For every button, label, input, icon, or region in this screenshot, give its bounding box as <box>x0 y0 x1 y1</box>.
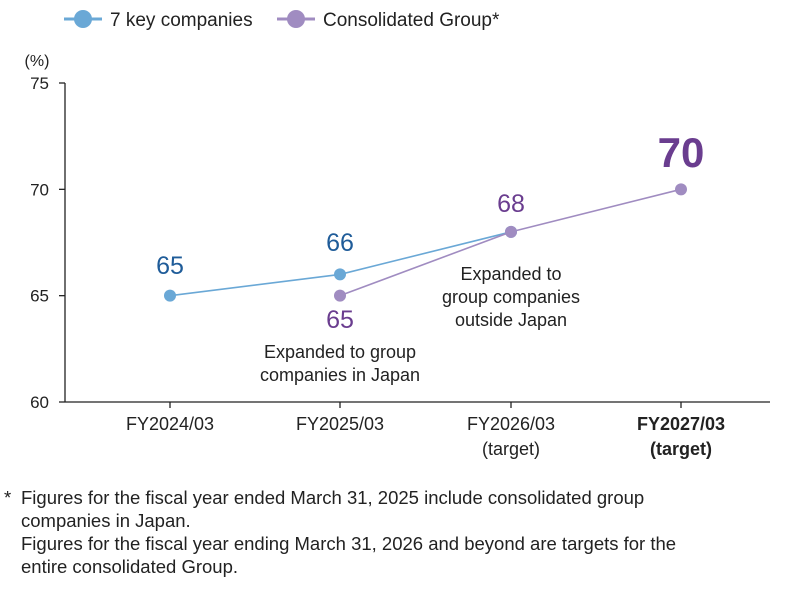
footnote-line: entire consolidated Group. <box>21 556 238 577</box>
footnote-line: companies in Japan. <box>21 510 191 531</box>
annotation-text: companies in Japan <box>260 365 420 385</box>
data-point <box>164 289 176 302</box>
footnote-marker: * <box>4 487 12 508</box>
y-tick-label: 65 <box>30 287 49 306</box>
x-tick-label: FY2027/03 <box>637 414 725 434</box>
x-tick-label: FY2025/03 <box>296 414 384 434</box>
data-point <box>334 289 346 302</box>
annotation-text: Expanded to <box>460 264 561 284</box>
legend-label: 7 key companies <box>110 10 253 31</box>
data-label: 65 <box>326 306 354 334</box>
legend-label: Consolidated Group* <box>323 10 500 31</box>
x-tick-label: (target) <box>482 439 540 459</box>
annotation-text: Expanded to group <box>264 342 416 362</box>
footnote-line: Figures for the fiscal year ending March… <box>21 533 677 554</box>
legend-marker <box>287 10 305 28</box>
x-tick-label: FY2024/03 <box>126 414 214 434</box>
data-label: 66 <box>326 229 354 257</box>
data-label: 68 <box>497 190 525 218</box>
x-tick-label: FY2026/03 <box>467 414 555 434</box>
y-tick-label: 75 <box>30 74 49 93</box>
data-label: 65 <box>156 252 184 280</box>
data-point <box>334 268 346 281</box>
x-tick-label: (target) <box>650 439 712 459</box>
line-chart: 7 key companies Consolidated Group* (%) 60 6… <box>25 10 770 459</box>
annotation-text: outside Japan <box>455 310 567 330</box>
y-tick-label: 60 <box>30 393 49 412</box>
annotation-text: group companies <box>442 287 580 307</box>
data-point <box>505 225 517 238</box>
legend-marker <box>74 10 92 28</box>
footnote-line: Figures for the fiscal year ended March … <box>21 487 645 508</box>
y-axis-unit: (%) <box>25 53 50 70</box>
footnote: * Figures for the fiscal year ended Marc… <box>4 486 796 578</box>
y-tick-label: 70 <box>30 180 49 199</box>
data-point <box>675 183 687 196</box>
data-label: 70 <box>658 129 705 176</box>
